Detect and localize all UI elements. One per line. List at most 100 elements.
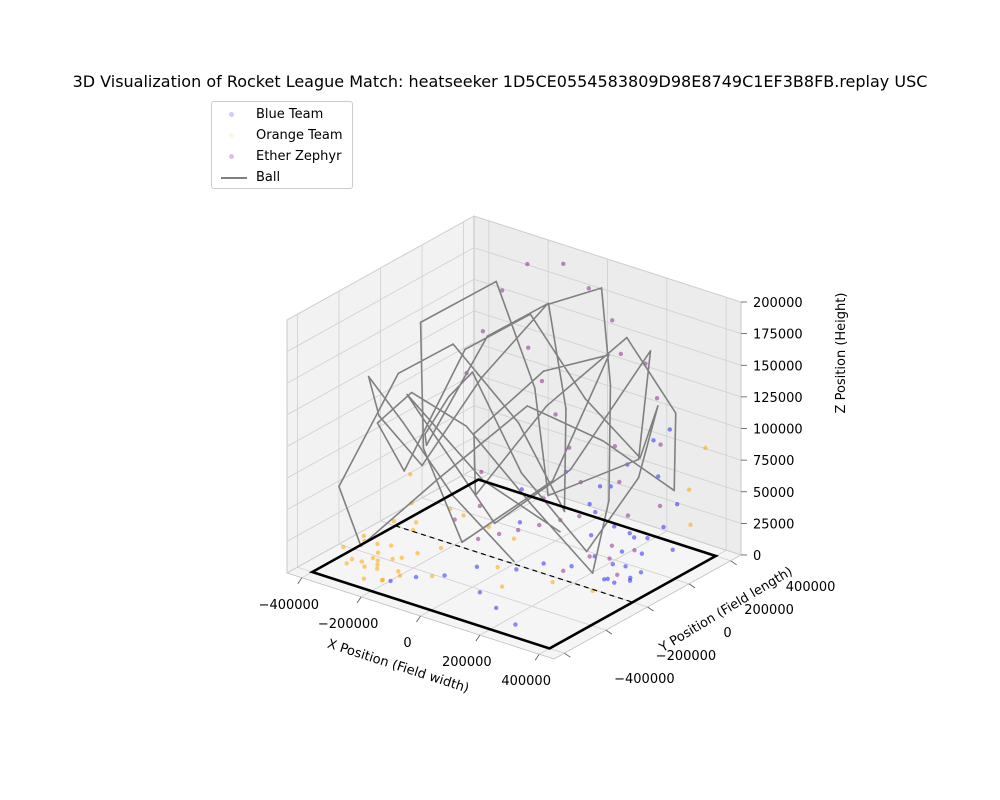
blue-team-point-25 (517, 520, 523, 525)
ball-point-12 (530, 504, 533, 506)
orange-team-point-27 (495, 564, 500, 570)
orange-team-point-18 (375, 558, 380, 563)
legend-label-orange-team: Orange Team (256, 128, 343, 143)
legend-marker-orange (220, 131, 246, 141)
orange-team-point-9 (415, 551, 420, 556)
orange-team-point-39 (399, 555, 405, 560)
y-tick-mark-2 (647, 606, 654, 612)
ball-point-49 (551, 480, 554, 482)
grid-line-z-5 (286, 310, 742, 416)
legend-label-blue-team: Blue Team (256, 107, 324, 122)
legend-marker-ether (220, 152, 246, 162)
ball-point-4 (378, 414, 380, 417)
blue-team-point-24 (513, 622, 518, 627)
legend-item-ether-zephyr: Ether Zephyr (212, 147, 352, 167)
y-tick-mark-3 (688, 583, 696, 589)
ball-point-8 (600, 287, 603, 289)
ball-point-25 (471, 371, 474, 373)
ether-zephyr-point-11 (632, 548, 637, 553)
blue-team-point-11 (661, 524, 666, 530)
ball-point-16 (403, 470, 406, 472)
blue-team-point-37 (627, 578, 633, 583)
orange-team-point-25 (486, 524, 491, 530)
x-tick-mark-3 (475, 634, 481, 642)
ball-point-27 (424, 433, 426, 435)
grid-line-z-4 (286, 342, 742, 447)
ether-zephyr-point-14 (537, 522, 542, 528)
ball-point-59 (493, 522, 496, 525)
ball-point-19 (584, 397, 587, 400)
ball-point-56 (637, 458, 640, 461)
ball-point-5 (421, 464, 423, 467)
ether-zephyr-point-15 (515, 527, 521, 533)
grid-line-z-7 (286, 247, 742, 352)
blue-team-point-7 (605, 576, 610, 582)
ball-point-20 (639, 457, 641, 459)
ether-zephyr-point-3 (610, 318, 615, 323)
blue-team-point-10 (656, 474, 661, 479)
orange-team-point-26 (511, 536, 517, 541)
z-tick-label-5: 125000 (753, 391, 803, 406)
orange-team-point-13 (361, 576, 367, 581)
y-tick-mark-0 (564, 652, 571, 658)
blue-team-point-36 (639, 551, 645, 556)
blue-team-point-15 (569, 564, 574, 569)
ball-point-3 (367, 375, 370, 378)
axis-lines (308, 478, 720, 650)
ball-point-55 (547, 494, 549, 497)
x-tick-mark-2 (416, 615, 421, 623)
field-center-line (395, 525, 633, 603)
ball-point-60 (418, 411, 420, 414)
legend-label-ether-zephyr: Ether Zephyr (256, 149, 342, 164)
orange-team-point-1 (375, 562, 380, 567)
blue-team-point-3 (631, 535, 637, 540)
ball-point-34 (452, 343, 454, 345)
ball-point-10 (608, 499, 610, 502)
ball-point-32 (563, 510, 566, 513)
blue-team-point-35 (601, 577, 607, 582)
blue-team-point-33 (674, 501, 680, 507)
data-series (338, 261, 708, 627)
z-tick-label-8: 200000 (753, 296, 803, 311)
ball-point-9 (609, 384, 612, 386)
orange-team-point-20 (359, 559, 364, 564)
y-tick-label-2: 0 (723, 626, 731, 641)
ether-zephyr-point-28 (657, 503, 663, 509)
ether-zephyr-point-30 (654, 395, 660, 401)
blue-team-point-2 (628, 575, 633, 581)
orange-team-point-23 (397, 573, 403, 578)
ball-point-45 (474, 494, 477, 497)
ball-point-58 (569, 468, 572, 471)
ether-zephyr-point-27 (526, 345, 531, 350)
blue-team-point-21 (388, 578, 393, 584)
ball-trajectory-line (338, 280, 677, 574)
orange-team-point-3 (375, 541, 380, 547)
orange-team-point-7 (388, 543, 394, 548)
blue-team-point-17 (514, 567, 519, 572)
z-axis-label: Z Position (Height) (834, 293, 849, 414)
ball-point-40 (602, 440, 604, 442)
series-ether-zephyr (452, 261, 663, 577)
ball-point-48 (608, 354, 610, 356)
ball-point-24 (520, 472, 523, 474)
legend-item-blue-team: Blue Team (212, 105, 352, 125)
ball-point-31 (565, 407, 567, 410)
ball-point-52 (419, 321, 422, 324)
ball-point-42 (674, 412, 677, 414)
ball-point-47 (542, 370, 545, 372)
ether-zephyr-point-18 (607, 556, 612, 561)
ball-point-29 (486, 335, 489, 338)
ball-point-2 (401, 421, 404, 423)
chart-legend: Blue Team Orange Team Ether Zephyr Ball (211, 101, 353, 189)
ether-zephyr-point-5 (499, 288, 505, 293)
legend-marker-blue (220, 110, 246, 120)
blue-team-point-31 (651, 438, 656, 443)
z-tick-label-2: 50000 (753, 486, 794, 501)
ether-zephyr-point-0 (525, 261, 530, 267)
ether-zephyr-point-20 (609, 543, 615, 548)
blue-team-point-38 (612, 524, 617, 529)
blue-team-point-0 (623, 564, 628, 569)
blue-team-point-9 (587, 501, 592, 507)
blue-team-point-29 (593, 509, 598, 515)
orange-team-point-10 (391, 518, 397, 524)
